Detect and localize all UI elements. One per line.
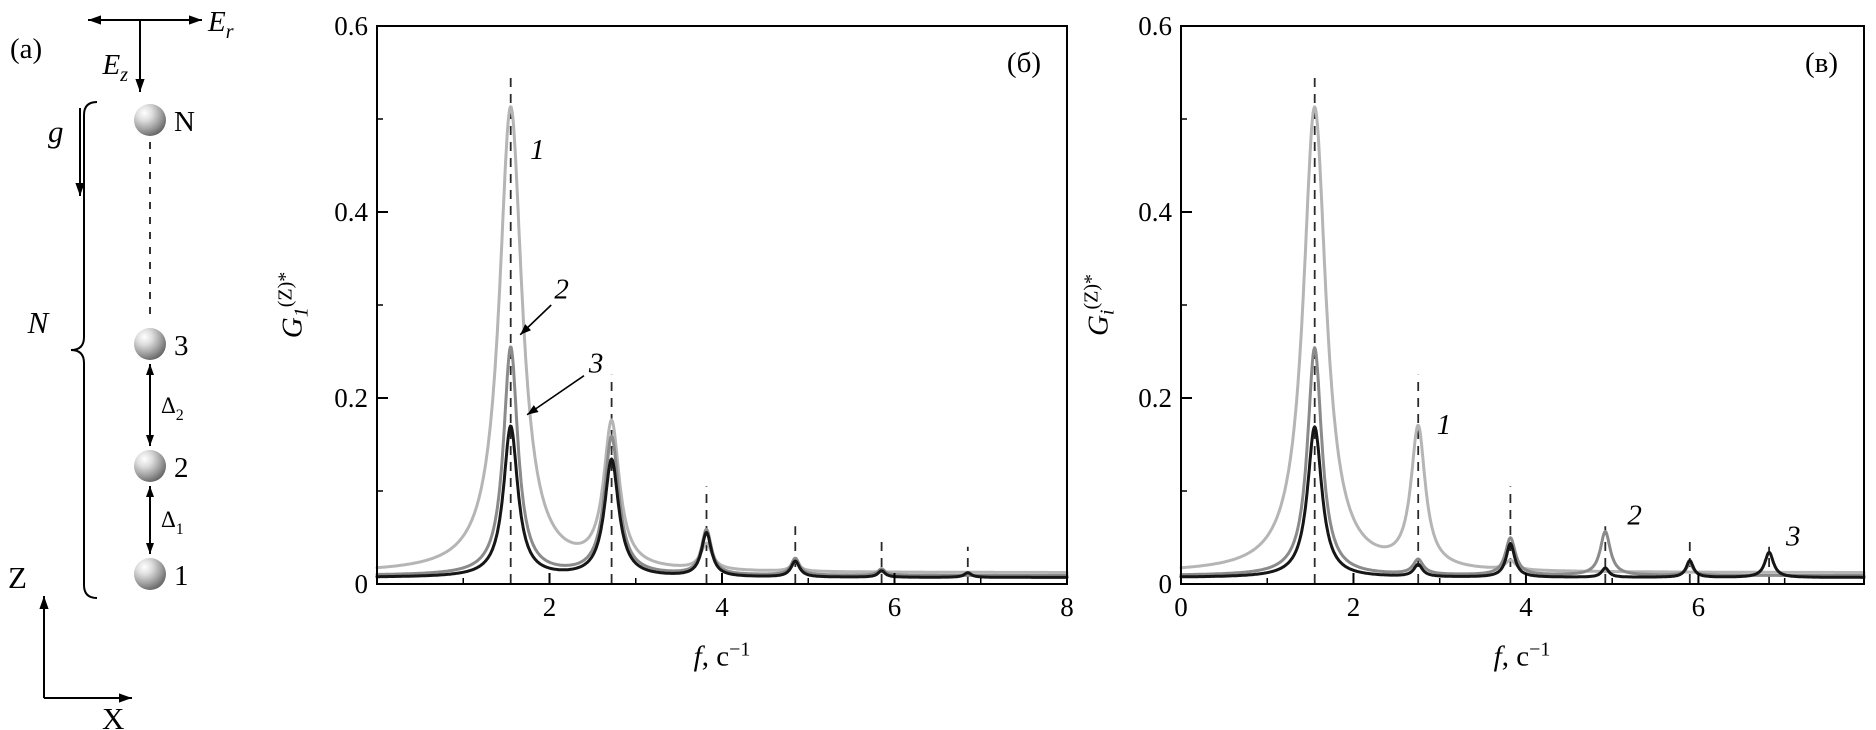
arrowhead [39, 596, 49, 609]
panel-a-label: (a) [10, 33, 42, 65]
xlabel-units: , с [1501, 640, 1530, 673]
xlabel-exponent: −1 [1529, 638, 1551, 661]
curve-1 [375, 105, 1069, 574]
curve-3 [375, 424, 1069, 579]
chart-panel-b: 2 4 6 8 0 0.2 0.4 0.6 (б) 1 2 3 [334, 11, 1074, 622]
y-tick-label: 0.4 [334, 197, 368, 227]
axis-z-label: Z [8, 560, 27, 595]
ylabel-subscript: 1 [290, 307, 313, 318]
ylabel-symbol: G [276, 317, 309, 339]
xlabel-units: , с [701, 640, 730, 673]
xlabel-exponent: −1 [729, 638, 751, 661]
arrowhead [135, 79, 145, 92]
particle-label: 3 [174, 330, 189, 362]
arrowhead [527, 405, 539, 415]
arrowhead [520, 324, 531, 335]
gap-upper-label: Δ2 [161, 393, 184, 424]
xlabel-symbol: f [1493, 640, 1502, 673]
arrowhead [75, 183, 85, 196]
particle-sphere [134, 558, 166, 590]
arrowhead [146, 435, 154, 446]
particle-sphere [134, 328, 166, 360]
curve-label-2: 2 [1627, 499, 1642, 531]
chart-b-x-axis-title: f, с−1 [694, 639, 751, 674]
ylabel-subscript: i [1096, 309, 1119, 316]
y-tick-label: 0.6 [334, 11, 368, 41]
ylabel-superscript: (Z)* [274, 271, 297, 308]
particle-label: 1 [174, 560, 189, 592]
y-tick-label: 0.2 [1138, 383, 1172, 413]
arrowhead [88, 15, 101, 25]
arrowhead [189, 15, 202, 25]
y-tick-label: 0.6 [1138, 11, 1172, 41]
particle-label: N [174, 106, 195, 138]
ylabel-symbol: G [1082, 315, 1115, 337]
arrowhead [146, 543, 154, 554]
arrowhead [146, 486, 154, 497]
field-r-label: Er [207, 6, 234, 43]
gravity-label: g [48, 114, 64, 149]
x-tick-label: 4 [715, 592, 729, 622]
curve-label-1: 1 [530, 134, 545, 166]
chain-brace [70, 101, 98, 599]
ylabel-superscript: (Z)* [1080, 273, 1103, 310]
chart-panel-c: 0 2 4 6 0 0.2 0.4 0.6 (в) 1 2 3 [1138, 11, 1866, 622]
gap-lower-label: Δ1 [161, 507, 184, 538]
y-tick-label: 0 [355, 569, 369, 599]
annotation-arrow [526, 375, 585, 416]
chart-c-y-axis-title: Gi(Z)* [1081, 274, 1120, 336]
x-tick-label: 6 [1692, 592, 1706, 622]
chart-b-y-axis-title: G1(Z)* [275, 272, 314, 339]
curve-1 [1179, 105, 1866, 574]
particle-label: 2 [174, 452, 189, 484]
curve-label-2: 2 [554, 273, 569, 305]
x-tick-label: 0 [1174, 592, 1188, 622]
x-tick-label: 8 [1060, 592, 1074, 622]
schematic-panel-a: (a) Er Ez g N Δ2 Δ1 N 3 2 1 Z X [8, 6, 234, 730]
x-tick-label: 4 [1519, 592, 1533, 622]
particle-sphere [134, 104, 166, 136]
x-tick-label: 6 [888, 592, 902, 622]
arrowhead [119, 693, 132, 703]
curve-label-1: 1 [1437, 409, 1452, 441]
xlabel-symbol: f [693, 640, 702, 673]
x-tick-label: 2 [543, 592, 557, 622]
curve-label-3: 3 [588, 348, 604, 380]
plot-area: 2 4 6 8 0 0.2 0.4 0.6 (б) 1 2 3 [334, 11, 1074, 622]
y-tick-label: 0 [1159, 569, 1173, 599]
particle-sphere [134, 450, 166, 482]
x-tick-label: 2 [1347, 592, 1361, 622]
curve-3 [1179, 425, 1866, 579]
y-tick-label: 0.2 [334, 383, 368, 413]
curve-label-3: 3 [1785, 521, 1801, 553]
chart-c-x-axis-title: f, с−1 [1494, 639, 1551, 674]
y-tick-label: 0.4 [1138, 197, 1172, 227]
curve-2 [1179, 346, 1866, 577]
panel-label: (в) [1805, 47, 1838, 79]
plot-frame [376, 25, 1068, 585]
axis-x-label: X [102, 701, 124, 730]
plot-area: 0 2 4 6 0 0.2 0.4 0.6 (в) 1 2 3 [1138, 11, 1866, 622]
panel-label: (б) [1007, 47, 1041, 79]
chain-count-label: N [27, 305, 51, 340]
arrowhead [146, 364, 154, 375]
field-z-label: Ez [101, 49, 128, 86]
curve-2 [375, 345, 1069, 577]
